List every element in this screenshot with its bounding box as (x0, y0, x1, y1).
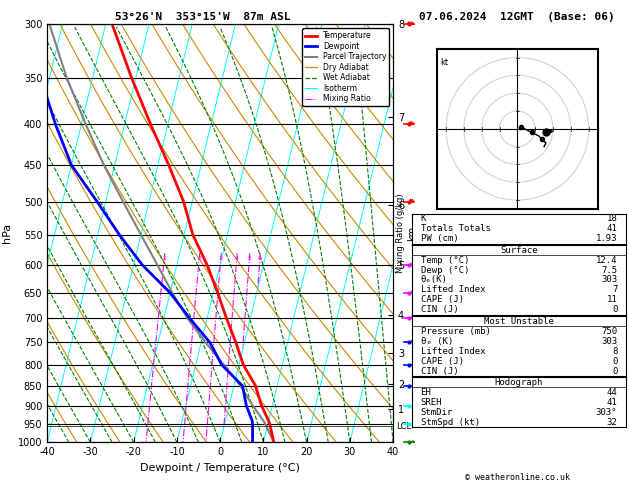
Text: K: K (421, 214, 426, 223)
Text: Totals Totals: Totals Totals (421, 224, 491, 233)
Text: θₑ (K): θₑ (K) (421, 337, 453, 346)
Polygon shape (412, 316, 414, 318)
Text: 32: 32 (606, 418, 617, 427)
Text: 0: 0 (612, 357, 617, 365)
Text: PW (cm): PW (cm) (421, 234, 458, 243)
Text: Lifted Index: Lifted Index (421, 285, 485, 295)
Text: SREH: SREH (421, 398, 442, 407)
Text: 18: 18 (606, 214, 617, 223)
Text: 1.93: 1.93 (596, 234, 617, 243)
Text: Mixing Ratio (g/kg): Mixing Ratio (g/kg) (396, 193, 405, 273)
Text: 7: 7 (612, 285, 617, 295)
Polygon shape (408, 22, 410, 24)
Text: Temp (°C): Temp (°C) (421, 256, 469, 264)
Text: 07.06.2024  12GMT  (Base: 06): 07.06.2024 12GMT (Base: 06) (420, 12, 615, 22)
Text: 303: 303 (601, 337, 617, 346)
Text: 4: 4 (235, 256, 238, 261)
Text: 7.5: 7.5 (601, 265, 617, 275)
Polygon shape (412, 122, 414, 124)
Polygon shape (410, 122, 412, 124)
Text: 0: 0 (612, 305, 617, 314)
Text: 5: 5 (247, 256, 251, 261)
Legend: Temperature, Dewpoint, Parcel Trajectory, Dry Adiabat, Wet Adiabat, Isotherm, Mi: Temperature, Dewpoint, Parcel Trajectory… (302, 28, 389, 106)
Text: EH: EH (421, 388, 431, 397)
Text: 11: 11 (606, 295, 617, 304)
Text: 8: 8 (612, 347, 617, 356)
Text: 12.4: 12.4 (596, 256, 617, 264)
Text: © weatheronline.co.uk: © weatheronline.co.uk (465, 473, 570, 482)
Text: 2: 2 (197, 256, 201, 261)
X-axis label: Dewpoint / Temperature (°C): Dewpoint / Temperature (°C) (140, 463, 300, 473)
Text: Lifted Index: Lifted Index (421, 347, 485, 356)
Text: 303: 303 (601, 276, 617, 284)
Text: 0: 0 (612, 366, 617, 376)
Polygon shape (412, 290, 414, 293)
Text: StmDir: StmDir (421, 408, 453, 417)
Text: 3: 3 (219, 256, 223, 261)
Text: θₑ(K): θₑ(K) (421, 276, 447, 284)
Text: 41: 41 (606, 224, 617, 233)
Text: 41: 41 (606, 398, 617, 407)
Y-axis label: hPa: hPa (3, 223, 12, 243)
Text: CIN (J): CIN (J) (421, 366, 458, 376)
Polygon shape (412, 22, 414, 24)
Text: LCL: LCL (397, 422, 412, 431)
Text: StmSpd (kt): StmSpd (kt) (421, 418, 480, 427)
Polygon shape (410, 199, 412, 202)
Y-axis label: km
ASL: km ASL (407, 224, 428, 243)
Polygon shape (412, 340, 414, 343)
Text: CIN (J): CIN (J) (421, 305, 458, 314)
Text: Most Unstable: Most Unstable (484, 317, 554, 326)
Text: Surface: Surface (500, 245, 538, 255)
Polygon shape (412, 262, 414, 265)
Text: 750: 750 (601, 327, 617, 336)
Text: CAPE (J): CAPE (J) (421, 295, 464, 304)
Text: 6: 6 (258, 256, 262, 261)
Text: CAPE (J): CAPE (J) (421, 357, 464, 365)
Text: 44: 44 (606, 388, 617, 397)
Text: 303°: 303° (596, 408, 617, 417)
Text: Dewp (°C): Dewp (°C) (421, 265, 469, 275)
Polygon shape (410, 22, 412, 24)
Polygon shape (412, 199, 414, 202)
Text: kt: kt (441, 57, 449, 67)
Text: Pressure (mb): Pressure (mb) (421, 327, 491, 336)
Text: Hodograph: Hodograph (495, 378, 543, 387)
Text: 53°26'N  353°15'W  87m ASL: 53°26'N 353°15'W 87m ASL (115, 12, 291, 22)
Text: 1: 1 (162, 256, 166, 261)
